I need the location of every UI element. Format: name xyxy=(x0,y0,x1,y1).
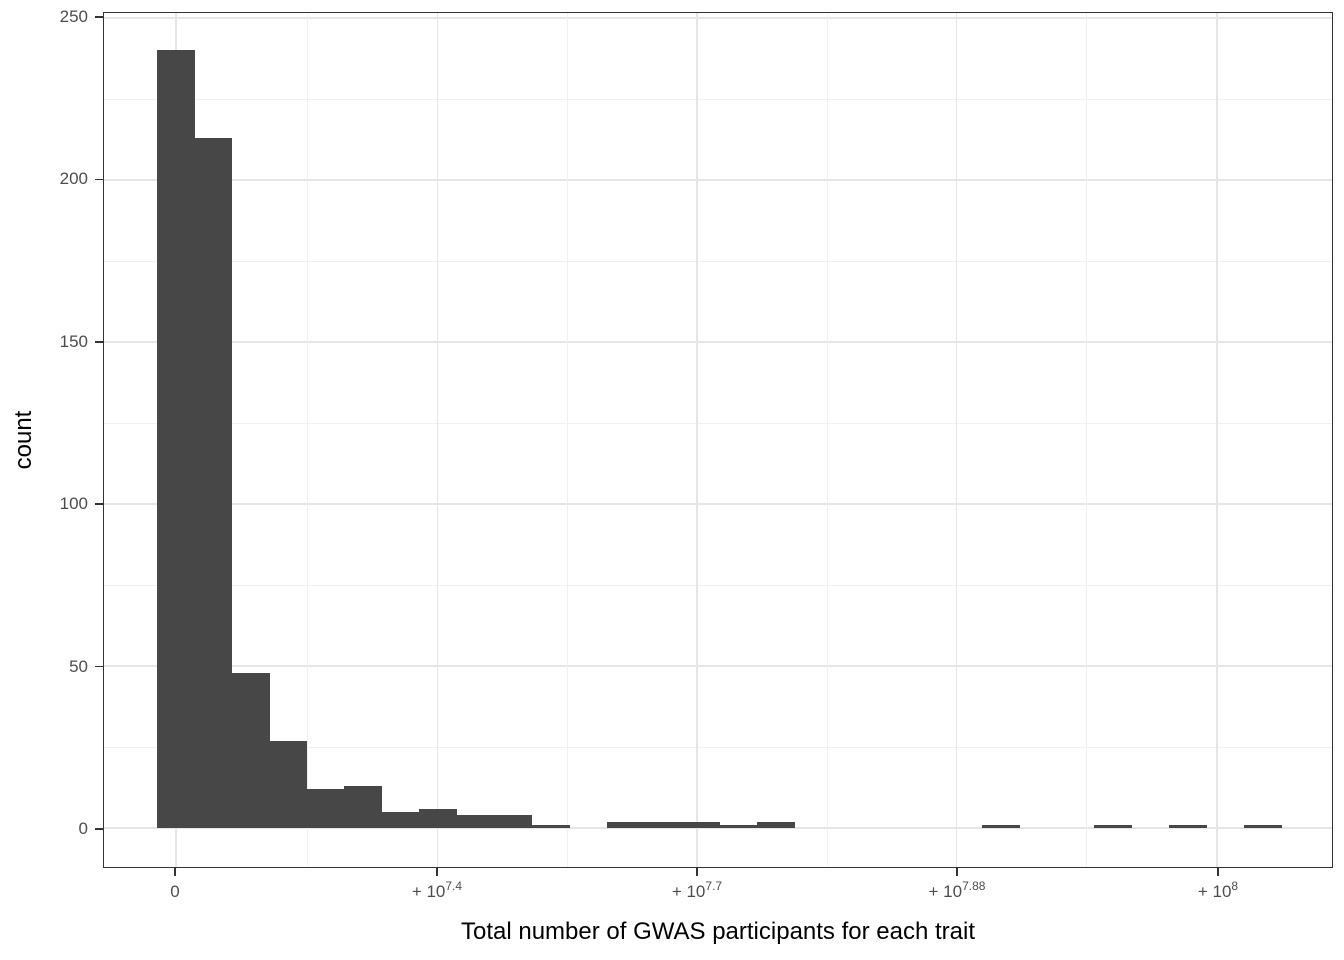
y-major-gridline xyxy=(104,17,1332,19)
histogram-bar xyxy=(306,789,345,829)
x-tick-label: + 107.7 xyxy=(627,879,767,904)
y-major-gridline xyxy=(104,665,1332,667)
histogram-bar xyxy=(231,672,270,829)
histogram-bar xyxy=(156,50,195,829)
x-major-gridline xyxy=(696,13,698,867)
histogram-bar xyxy=(344,785,383,829)
histogram-bar xyxy=(981,824,1020,829)
x-major-gridline xyxy=(436,13,439,867)
x-major-gridline xyxy=(1216,13,1218,867)
y-tick-mark xyxy=(95,340,103,343)
y-tick-label: 50 xyxy=(69,656,88,676)
y-minor-gridline xyxy=(104,98,1332,100)
histogram-bar xyxy=(194,137,233,829)
y-major-gridline xyxy=(104,341,1332,343)
x-minor-gridline xyxy=(306,13,308,867)
x-tick-base: + 10 xyxy=(1197,882,1232,901)
y-tick-mark xyxy=(95,16,103,18)
x-minor-gridline xyxy=(566,13,568,867)
x-major-gridline xyxy=(955,13,958,867)
x-minor-gridline xyxy=(1086,13,1088,867)
x-tick-exponent: 7.88 xyxy=(962,879,986,893)
x-tick-mark xyxy=(956,868,958,876)
histogram-bar xyxy=(456,815,495,829)
y-tick-mark xyxy=(95,665,103,668)
y-tick-label: 0 xyxy=(78,819,88,839)
x-tick-label: 0 xyxy=(105,881,245,903)
histogram-bar xyxy=(1169,824,1208,829)
histogram-bar xyxy=(419,808,458,829)
histogram-bar xyxy=(606,821,645,829)
x-tick-base: + 10 xyxy=(671,882,706,901)
histogram-bar xyxy=(494,815,533,829)
x-tick-mark xyxy=(436,868,438,876)
x-tick-exponent: 8 xyxy=(1231,879,1239,893)
histogram-bar xyxy=(681,821,720,829)
x-tick-label: + 107.4 xyxy=(367,879,507,904)
x-tick-exponent: 7.7 xyxy=(705,879,723,893)
histogram-bar xyxy=(719,824,758,829)
x-tick-mark xyxy=(696,868,698,876)
y-tick-label: 100 xyxy=(59,494,88,514)
x-tick-label: + 107.88 xyxy=(887,879,1027,904)
histogram-bar xyxy=(756,821,795,829)
y-major-gridline xyxy=(104,179,1332,181)
y-tick-mark xyxy=(95,178,103,181)
x-tick-label: + 108 xyxy=(1148,879,1288,904)
y-tick-label: 150 xyxy=(59,331,88,351)
x-tick-base: + 10 xyxy=(411,882,446,901)
y-tick-mark xyxy=(95,503,103,505)
y-minor-gridline xyxy=(104,585,1332,587)
plot-panel xyxy=(103,12,1333,868)
x-minor-gridline xyxy=(826,13,828,867)
y-minor-gridline xyxy=(104,747,1332,749)
histogram-bar xyxy=(269,740,308,829)
y-tick-label: 200 xyxy=(59,169,88,189)
histogram-bar xyxy=(1094,824,1133,829)
x-axis-title: Total number of GWAS participants for ea… xyxy=(461,918,975,945)
y-tick-label: 250 xyxy=(59,6,88,26)
x-tick-mark xyxy=(174,868,176,876)
x-tick-exponent: 7.4 xyxy=(445,879,463,893)
y-major-gridline xyxy=(104,503,1332,505)
y-axis-title: count xyxy=(10,410,37,470)
histogram-bar xyxy=(1244,824,1283,829)
histogram-bar xyxy=(644,821,683,829)
x-tick-base: + 10 xyxy=(928,882,963,901)
y-minor-gridline xyxy=(104,260,1332,262)
histogram-bar xyxy=(531,824,570,829)
x-tick-mark xyxy=(1217,868,1219,876)
y-tick-mark xyxy=(95,828,103,830)
y-minor-gridline xyxy=(104,422,1332,424)
histogram-bar xyxy=(381,811,420,829)
x-tick-base: 0 xyxy=(170,882,180,901)
